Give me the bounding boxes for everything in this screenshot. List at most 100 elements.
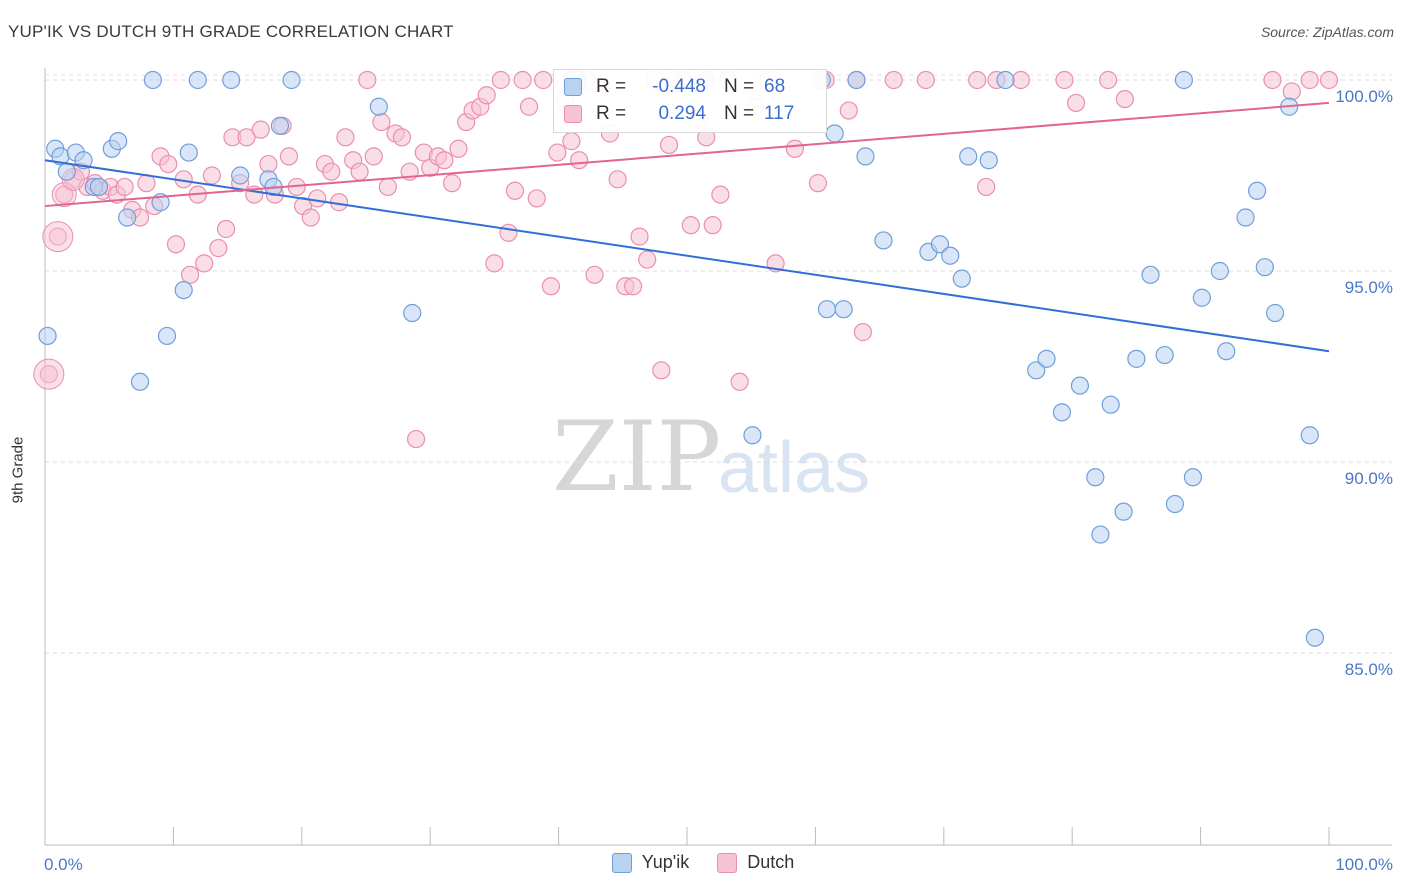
dutch-point bbox=[442, 174, 462, 193]
yupik-point bbox=[1101, 395, 1120, 414]
yupik-point bbox=[57, 162, 76, 181]
dutch-point bbox=[562, 132, 581, 151]
y-tick-label: 100.0% bbox=[1335, 87, 1393, 106]
dutch-point bbox=[308, 189, 327, 208]
dutch-point bbox=[477, 86, 496, 105]
yupik-point bbox=[1210, 261, 1229, 281]
dutch-point bbox=[166, 235, 186, 254]
yupik-point bbox=[1027, 361, 1046, 380]
yupik-point bbox=[1165, 494, 1185, 514]
dutch-point bbox=[322, 162, 341, 181]
dutch-point bbox=[1282, 82, 1301, 101]
dutch-point-large bbox=[33, 358, 65, 390]
yupik-point bbox=[1155, 345, 1174, 365]
yupik-point bbox=[157, 326, 177, 346]
dutch-point bbox=[1099, 70, 1118, 90]
yupik-point bbox=[1174, 70, 1194, 90]
dutch-point bbox=[541, 277, 560, 296]
yupik-point bbox=[1127, 349, 1146, 368]
dutch-point bbox=[1055, 70, 1074, 90]
yupik-point bbox=[188, 70, 207, 90]
dutch-point bbox=[608, 170, 627, 189]
legend-row-yupik: R = -0.448 N = 68 bbox=[564, 74, 785, 100]
dutch-point bbox=[659, 135, 679, 155]
dutch-point bbox=[1066, 93, 1086, 113]
dutch-point bbox=[638, 250, 657, 269]
yupik-point bbox=[1114, 502, 1133, 521]
dutch-point bbox=[1300, 70, 1319, 90]
yupik-point bbox=[38, 326, 57, 346]
yupik-point bbox=[1183, 468, 1202, 487]
dutch-point bbox=[180, 265, 200, 284]
yupik-point bbox=[1300, 426, 1319, 445]
yupik-point bbox=[282, 70, 301, 90]
yupik-point bbox=[952, 269, 971, 288]
legend-item-dutch: Dutch bbox=[717, 852, 794, 873]
yupik-point bbox=[825, 124, 844, 143]
dutch-point bbox=[336, 128, 355, 147]
tick-labels: 85.0% 90.0% 95.0% 100.0% 0.0% 100.0% bbox=[44, 87, 1393, 874]
yupik-series bbox=[38, 70, 1324, 647]
dutch-point bbox=[301, 208, 320, 227]
yupik-point bbox=[856, 147, 875, 166]
watermark-zip: ZIP bbox=[552, 401, 721, 513]
yupik-point bbox=[369, 97, 388, 116]
dutch-point bbox=[534, 70, 553, 90]
dutch-point bbox=[808, 174, 828, 193]
yupik-point bbox=[1192, 288, 1211, 307]
dutch-point bbox=[623, 277, 643, 296]
yupik-point bbox=[118, 208, 137, 227]
yupik-swatch bbox=[564, 78, 582, 96]
y-axis-label: 9th Grade bbox=[9, 436, 27, 504]
dutch-point bbox=[1011, 70, 1030, 90]
legend-label-dutch: Dutch bbox=[747, 852, 795, 872]
dutch-point bbox=[350, 162, 369, 181]
gridlines bbox=[45, 74, 1392, 654]
axes bbox=[44, 68, 1392, 846]
yupik-point bbox=[1070, 376, 1090, 395]
dutch-point bbox=[527, 189, 546, 208]
yupik-point bbox=[1037, 349, 1056, 368]
series-legend: Yup'ik Dutch bbox=[0, 852, 1406, 873]
dutch-point bbox=[968, 70, 987, 90]
dutch-point bbox=[372, 112, 391, 132]
trend-lines bbox=[44, 101, 1330, 353]
y-tick-label: 90.0% bbox=[1345, 469, 1393, 488]
dutch-point bbox=[1115, 89, 1134, 109]
yupik-point bbox=[1052, 403, 1072, 422]
dutch-point bbox=[977, 177, 996, 197]
yupik-point bbox=[403, 303, 422, 323]
yupik-point bbox=[270, 116, 290, 135]
dutch-point bbox=[195, 254, 214, 273]
yupik-point bbox=[179, 143, 198, 162]
yupik-point bbox=[130, 372, 150, 391]
dutch-point bbox=[449, 139, 468, 158]
yupik-point bbox=[1247, 181, 1267, 200]
yupik-point bbox=[143, 70, 162, 90]
stats-legend: R = -0.448 N = 68 R = 0.294 N = 117 bbox=[553, 69, 827, 133]
yupik-point bbox=[959, 147, 978, 166]
watermark-atlas: atlas bbox=[718, 428, 870, 508]
r-value: 0.294 bbox=[658, 103, 706, 124]
legend-label-yupik: Yup'ik bbox=[641, 852, 690, 872]
dutch-legend-swatch bbox=[717, 852, 738, 873]
dutch-point bbox=[209, 238, 228, 258]
yupik-point bbox=[1255, 258, 1274, 277]
y-tick-label: 85.0% bbox=[1345, 660, 1393, 679]
yupik-point bbox=[979, 151, 998, 170]
yupik-point bbox=[1091, 525, 1110, 544]
n-label: N = bbox=[724, 103, 755, 124]
yupik-point bbox=[834, 300, 853, 319]
dutch-point bbox=[681, 216, 700, 235]
yupik-point bbox=[874, 231, 893, 250]
y-tick-label: 95.0% bbox=[1345, 278, 1393, 297]
yupik-point bbox=[996, 70, 1015, 90]
dutch-point bbox=[485, 254, 504, 273]
dutch-point bbox=[548, 143, 567, 162]
n-value: 68 bbox=[764, 76, 786, 97]
dutch-point bbox=[513, 70, 532, 90]
dutch-point bbox=[364, 147, 383, 166]
yupik-point bbox=[743, 426, 762, 445]
dutch-point bbox=[652, 361, 671, 380]
